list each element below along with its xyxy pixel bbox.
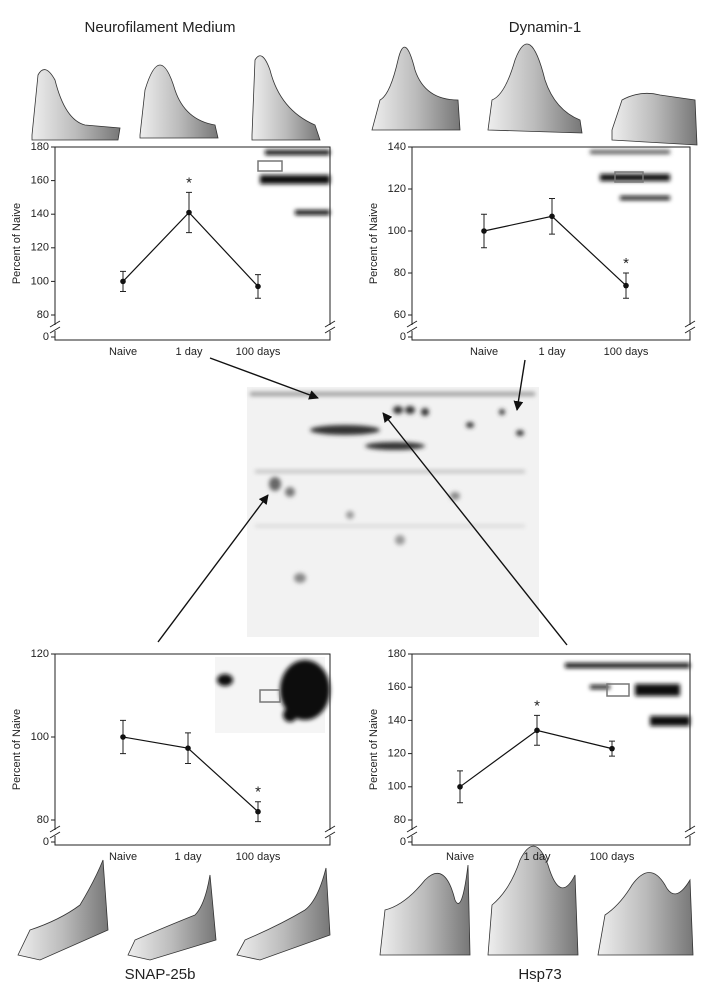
y-tick-label: 80 — [37, 309, 49, 321]
axis-break — [49, 320, 61, 334]
significance-mark: * — [255, 784, 261, 801]
gel-image — [247, 387, 539, 637]
y-tick-label: 160 — [31, 175, 49, 187]
data-point — [120, 734, 126, 740]
y-tick-label: 0 — [400, 836, 406, 848]
data-point — [185, 745, 191, 752]
x-tick-label: 100 days — [236, 851, 281, 863]
x-tick-label: Naive — [109, 346, 137, 358]
axis-frame — [411, 653, 691, 846]
data-point — [534, 727, 540, 734]
y-tick-label: 60 — [394, 309, 406, 321]
axis-break — [406, 320, 418, 334]
y-tick-label: 100 — [388, 225, 406, 237]
y-tick-label: 100 — [388, 781, 406, 793]
axis-frame — [411, 146, 691, 341]
y-tick-label: 160 — [388, 681, 406, 693]
y-tick-label: 120 — [31, 242, 49, 254]
x-tick-label: Naive — [446, 851, 474, 863]
x-tick-label: 1 day — [176, 346, 203, 358]
axis-frame — [54, 653, 331, 846]
y-tick-label: 80 — [37, 814, 49, 826]
y-tick-label: 0 — [43, 331, 49, 343]
y-axis-label: Percent of Naive — [368, 203, 380, 284]
data-point — [255, 283, 261, 290]
y-tick-label: 180 — [388, 648, 406, 660]
arrows — [157, 357, 568, 646]
y-tick-label: 80 — [394, 814, 406, 826]
x-tick-label: Naive — [470, 346, 498, 358]
data-point — [549, 213, 555, 220]
data-point — [255, 808, 261, 815]
x-tick-label: 100 days — [604, 346, 649, 358]
axis-break — [324, 320, 336, 334]
y-tick-label: 0 — [400, 331, 406, 343]
y-tick-label: 0 — [43, 836, 49, 848]
y-tick-label: 140 — [31, 208, 49, 220]
axis-break — [324, 825, 336, 839]
x-tick-label: 100 days — [236, 346, 281, 358]
significance-mark: * — [623, 255, 629, 272]
y-tick-label: 140 — [388, 141, 406, 153]
y-tick-label: 120 — [388, 183, 406, 195]
x-tick-label: 1 day — [524, 851, 551, 863]
y-axis-label: Percent of Naive — [11, 709, 23, 790]
axis-break — [49, 825, 61, 839]
y-axis-label: Percent of Naive — [11, 203, 23, 284]
chart-title: SNAP-25b — [125, 966, 196, 983]
peak-images — [17, 43, 698, 961]
y-axis-label: Percent of Naive — [368, 709, 380, 790]
y-tick-label: 180 — [31, 141, 49, 153]
axis-frame — [54, 146, 331, 341]
x-tick-label: 1 day — [175, 851, 202, 863]
chart-title: Neurofilament Medium — [85, 19, 236, 36]
data-point — [481, 228, 487, 234]
data-point — [186, 209, 192, 216]
gel-insets — [215, 150, 690, 733]
data-point — [457, 784, 463, 790]
x-tick-label: 100 days — [590, 851, 635, 863]
data-point — [120, 278, 126, 285]
significance-mark: * — [186, 174, 192, 191]
data-line — [122, 211, 259, 287]
significance-mark: * — [534, 697, 540, 714]
y-tick-label: 120 — [388, 748, 406, 760]
data-point — [609, 745, 615, 752]
y-tick-label: 140 — [388, 714, 406, 726]
data-line — [483, 215, 627, 287]
data-point — [623, 282, 629, 289]
chart-title: Hsp73 — [518, 966, 561, 983]
chart-title: Dynamin-1 — [509, 19, 582, 36]
axis-break — [684, 320, 696, 334]
x-tick-label: 1 day — [539, 346, 566, 358]
y-tick-label: 120 — [31, 648, 49, 660]
y-tick-label: 80 — [394, 267, 406, 279]
x-tick-label: Naive — [109, 851, 137, 863]
axis-break — [684, 825, 696, 839]
data-line — [459, 729, 613, 788]
axis-break — [406, 825, 418, 839]
y-tick-label: 100 — [31, 731, 49, 743]
y-tick-label: 100 — [31, 275, 49, 287]
